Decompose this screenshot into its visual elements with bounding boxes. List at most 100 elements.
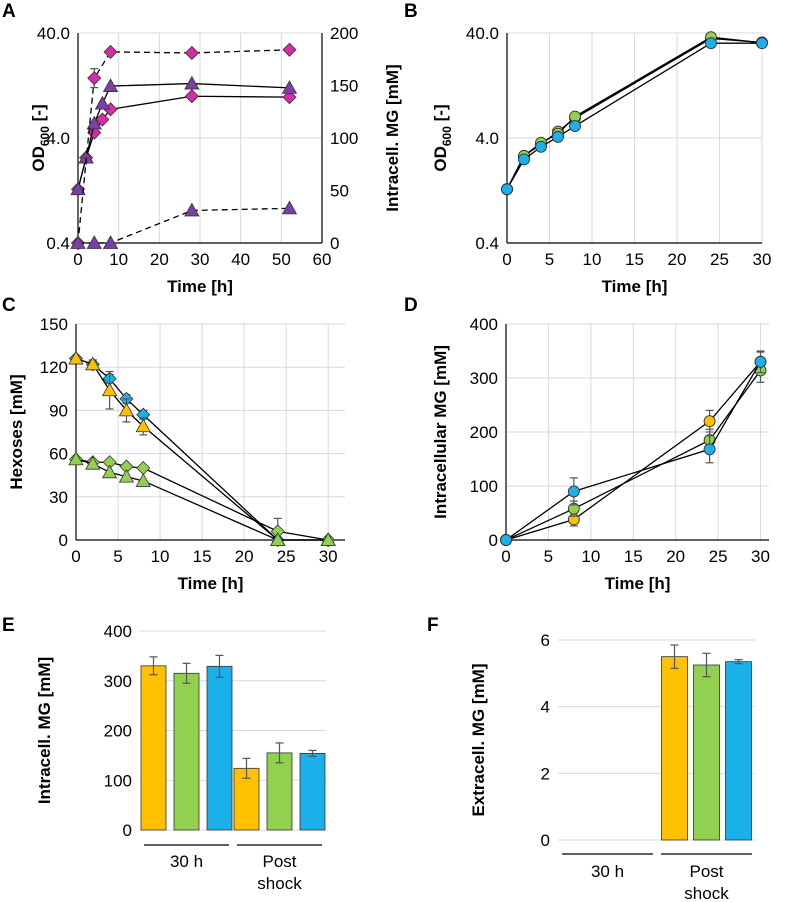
y2-tick-label: 0 (330, 234, 339, 253)
x-tick-label: 15 (193, 547, 212, 566)
data-point (282, 42, 297, 57)
series-line (77, 82, 290, 190)
data-point (85, 455, 101, 470)
data-point (535, 140, 547, 153)
data-point (281, 200, 298, 215)
x-tick-label: 0 (502, 250, 511, 269)
data-point (754, 355, 767, 368)
x-tick-label: 15 (624, 547, 643, 566)
bar (693, 664, 720, 841)
data-point (68, 451, 84, 466)
x-tick-label: 0 (71, 547, 80, 566)
x-tick-label: 20 (668, 250, 687, 269)
y-axis-label: OD600 [-] (431, 104, 454, 171)
x-tick-label: 25 (277, 547, 296, 566)
y-tick-label: 4.0 (46, 129, 70, 148)
y2-axis-label: Intracell. MG [mM] (383, 64, 402, 211)
data-point (500, 534, 512, 546)
data-point (101, 464, 118, 479)
panel-label-c: C (2, 295, 16, 316)
y-tick-label: 0.4 (475, 234, 499, 253)
x-tick-label: 20 (150, 250, 169, 269)
panel-label-b: B (404, 1, 418, 22)
data-point (567, 485, 580, 498)
data-point (103, 44, 118, 59)
data-point (703, 443, 716, 456)
data-point (94, 95, 111, 110)
x-axis-label: Time [h] (602, 277, 668, 296)
y-axis-label: Intracellular MG [mM] (431, 345, 450, 519)
data-point (101, 382, 118, 397)
y2-tick-label: 50 (330, 182, 349, 201)
x-tick-label: 0 (73, 250, 82, 269)
y-tick-label: 0.4 (46, 234, 70, 253)
x-tick-label: 25 (710, 250, 729, 269)
panel-label-a: A (2, 1, 16, 22)
y-tick-label: 0 (123, 821, 132, 840)
y-tick-label: 400 (104, 622, 132, 641)
data-point (85, 356, 101, 371)
x-tick-label: 5 (544, 547, 553, 566)
bar (173, 672, 200, 831)
category-label: 30 h (591, 862, 624, 881)
y-tick-label: 40.0 (37, 24, 70, 43)
y-tick-label: 0 (59, 531, 68, 550)
data-point (68, 350, 84, 365)
y-tick-label: 400 (470, 315, 498, 334)
x-tick-label: 10 (581, 547, 600, 566)
bar (661, 656, 688, 841)
y-axis-label: OD600 [-] (29, 104, 52, 171)
y-tick-label: 150 (40, 315, 68, 334)
bar (725, 661, 752, 841)
series-line (77, 49, 290, 244)
data-point (705, 37, 717, 50)
data-point (184, 75, 200, 90)
x-tick-label: 5 (545, 250, 554, 269)
data-point (320, 532, 336, 546)
y-axis-label: Intracell. MG [mM] (35, 657, 54, 804)
y-tick-label: 120 (40, 358, 68, 377)
data-point (70, 181, 86, 196)
x-tick-label: 20 (666, 547, 685, 566)
y-tick-label: 300 (104, 672, 132, 691)
y-tick-label: 100 (470, 477, 498, 496)
x-tick-label: 50 (272, 250, 291, 269)
data-point (87, 71, 102, 86)
y-axis-label: Extracell. MG [mM] (469, 663, 488, 816)
x-axis-label: Time [h] (605, 574, 671, 593)
category-label: shock (684, 884, 729, 902)
data-point (282, 90, 297, 105)
data-point (118, 468, 135, 483)
data-point (102, 235, 119, 249)
data-point (86, 115, 102, 130)
data-point (270, 532, 286, 546)
y-tick-label: 60 (49, 445, 68, 464)
category-label: Post (689, 862, 723, 881)
data-point (184, 202, 200, 217)
data-point (501, 183, 513, 196)
y-tick-label: 100 (104, 771, 132, 790)
y-tick-label: 2 (541, 764, 550, 783)
data-point (118, 402, 135, 417)
x-tick-label: 30 (753, 250, 772, 269)
bar (266, 752, 293, 831)
y-tick-label: 4 (541, 698, 550, 717)
y-tick-label: 300 (470, 369, 498, 388)
data-point (86, 235, 102, 249)
data-point (135, 418, 151, 433)
bar (299, 752, 326, 831)
category-label: 30 h (170, 852, 203, 871)
x-tick-label: 30 (191, 250, 210, 269)
bar (206, 665, 233, 831)
y-tick-label: 200 (470, 423, 498, 442)
y-tick-label: 0 (489, 531, 498, 550)
y2-tick-label: 100 (330, 129, 358, 148)
y-axis-label: Hexoses [mM] (7, 374, 26, 489)
x-tick-label: 20 (235, 547, 254, 566)
x-tick-label: 60 (313, 250, 332, 269)
panel-label-d: D (404, 295, 418, 316)
x-tick-label: 25 (709, 547, 728, 566)
data-point (756, 37, 768, 50)
data-point (95, 112, 110, 127)
